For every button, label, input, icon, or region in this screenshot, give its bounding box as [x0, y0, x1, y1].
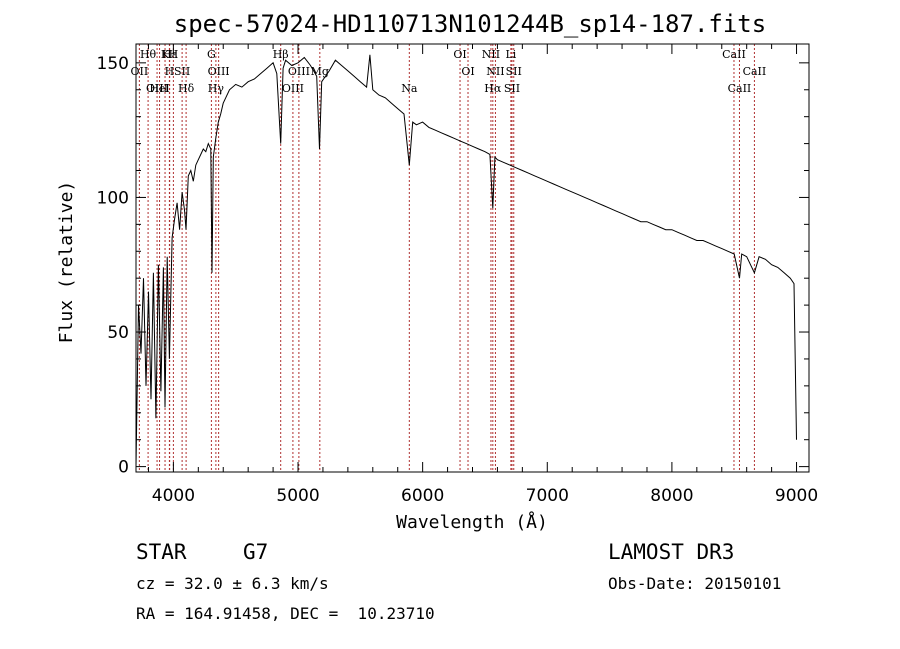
line-marker-label: Hδ — [178, 82, 195, 95]
line-marker-label: H — [165, 65, 175, 78]
y-tick-label: 100 — [97, 188, 129, 208]
x-tick-label: 5000 — [276, 486, 319, 506]
line-marker-label: OIII — [282, 82, 304, 95]
x-tick-label: 4000 — [152, 486, 195, 506]
line-marker-label: Hε — [162, 48, 178, 61]
line-marker-label: NII — [482, 48, 500, 61]
line-marker-labels: HθOIIOIIIKHHeIHεSIIHδHOIIIHγGOIIIOIIIHβM… — [131, 48, 767, 95]
line-marker-label: NII — [486, 65, 504, 78]
spectrum-line — [135, 54, 797, 467]
line-marker-label: Hα — [484, 82, 502, 95]
x-tick-label: 8000 — [650, 486, 693, 506]
x-tick-label: 7000 — [526, 486, 569, 506]
line-marker-label: OI — [453, 48, 466, 61]
line-marker-label: H — [169, 48, 179, 61]
line-marker-label: Li — [505, 48, 516, 61]
y-tick-label: 50 — [107, 323, 129, 343]
line-marker-label: OIII — [146, 82, 168, 95]
y-tick-label: 0 — [118, 458, 129, 478]
x-axis-label: Wavelength (Å) — [396, 511, 548, 533]
line-marker-label: G — [207, 48, 216, 61]
plot-frame — [135, 43, 810, 473]
line-marker-label: CaII — [728, 82, 752, 95]
line-marker-label: CaII — [743, 65, 767, 78]
line-marker-label: SII — [506, 65, 522, 78]
axis-ticks: 4000 5000 6000 7000 8000 9000 0 50 100 150 — [97, 44, 818, 506]
line-markers — [138, 44, 755, 472]
line-marker-label: HeI — [149, 82, 169, 95]
chart-title: spec-57024-HD110713N101244B_sp14-187.fit… — [174, 10, 766, 38]
line-marker-label: SII — [174, 65, 190, 78]
x-tick-label: 6000 — [401, 486, 444, 506]
object-class: STAR — [136, 540, 187, 564]
obs-date: Obs-Date: 20150101 — [608, 574, 782, 593]
y-axis-label: Flux (relative) — [56, 181, 77, 344]
line-marker-label: OIII — [208, 65, 230, 78]
line-marker-label: OIII — [288, 65, 310, 78]
line-marker-label: SII — [504, 82, 520, 95]
line-marker-label: K — [161, 48, 170, 61]
coordinates: RA = 164.91458, DEC = 10.23710 — [136, 604, 435, 623]
line-marker-label: CaII — [722, 48, 746, 61]
subclass: G7 — [243, 540, 269, 564]
redshift-text: cz = 32.0 ± 6.3 km/s — [136, 574, 329, 593]
line-marker-label: Hβ — [273, 48, 289, 61]
y-tick-label: 150 — [97, 54, 129, 74]
line-marker-label: OI — [461, 65, 474, 78]
line-marker-label: Na — [401, 82, 418, 95]
line-marker-label: Hθ — [140, 48, 157, 61]
line-marker-label: OII — [131, 65, 149, 78]
survey-name: LAMOST DR3 — [608, 540, 735, 564]
x-tick-label: 9000 — [775, 486, 818, 506]
line-marker-label: Hγ — [208, 82, 225, 95]
